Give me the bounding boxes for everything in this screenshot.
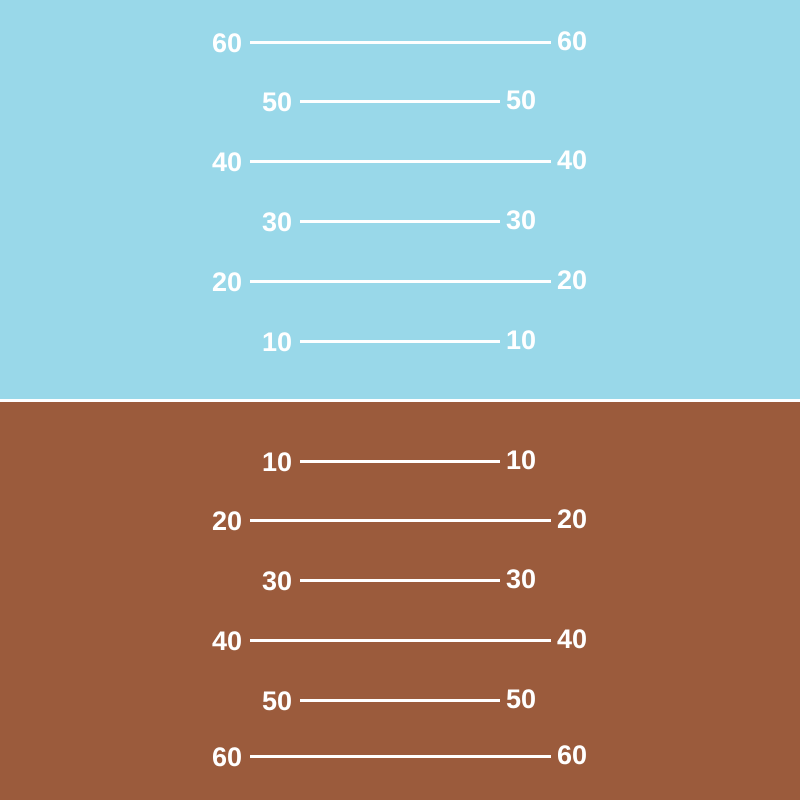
pitch-up-40-left-label: 40 (211, 147, 242, 177)
pitch-up-50-left-label: 50 (261, 87, 292, 117)
pitch-up-60-left-label: 60 (211, 28, 242, 58)
pitch-down-60-left-label: 60 (211, 742, 242, 772)
pitch-down-40-left-label: 40 (211, 626, 242, 656)
pitch-up-60-line (250, 41, 551, 44)
pitch-up-60-right-label: 60 (557, 26, 588, 56)
pitch-down-50-line (300, 699, 500, 702)
pitch-up-20-right-label: 20 (557, 265, 588, 295)
pitch-up-30-left-label: 30 (261, 207, 292, 237)
pitch-down-10-left-label: 10 (261, 447, 292, 477)
pitch-down-20-left-label: 20 (211, 506, 242, 536)
sky-region (0, 0, 800, 399)
pitch-down-30-line (300, 579, 500, 582)
pitch-up-40-right-label: 40 (557, 145, 588, 175)
pitch-up-40-line (250, 160, 551, 163)
pitch-down-60-right-label: 60 (557, 740, 588, 770)
pitch-down-40-right-label: 40 (557, 624, 588, 654)
pitch-up-20-line (250, 280, 551, 283)
pitch-down-20-right-label: 20 (557, 504, 588, 534)
pitch-up-10-right-label: 10 (506, 325, 537, 355)
pitch-up-30-right-label: 30 (506, 205, 537, 235)
pitch-up-20-left-label: 20 (211, 267, 242, 297)
pitch-up-10-left-label: 10 (261, 327, 292, 357)
ground-region (0, 402, 800, 800)
pitch-down-50-left-label: 50 (261, 686, 292, 716)
pitch-down-60-line (250, 755, 551, 758)
pitch-up-30-line (300, 220, 500, 223)
pitch-up-50-line (300, 100, 500, 103)
pitch-down-30-right-label: 30 (506, 564, 537, 594)
pitch-down-10-right-label: 10 (506, 445, 537, 475)
pitch-down-20-line (250, 519, 551, 522)
pitch-up-50-right-label: 50 (506, 85, 537, 115)
pitch-up-10-line (300, 340, 500, 343)
pitch-down-30-left-label: 30 (261, 566, 292, 596)
pitch-down-40-line (250, 639, 551, 642)
pitch-down-50-right-label: 50 (506, 684, 537, 714)
horizon-line (0, 399, 800, 402)
pitch-down-10-line (300, 460, 500, 463)
